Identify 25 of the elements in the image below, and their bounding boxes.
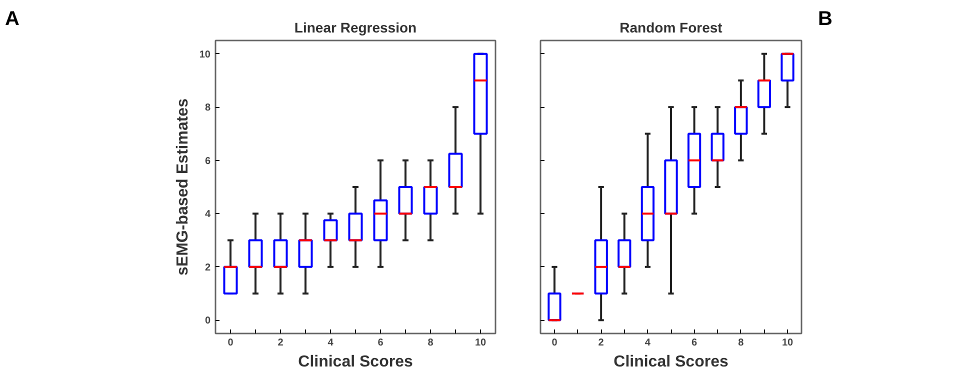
y-tick-label: 2 [204,262,211,274]
x-tick-label: 6 [692,338,698,348]
y-tick-label: 0 [204,316,211,327]
x-axis-title: Clinical Scores [298,354,413,370]
y-tick-label: 10 [199,49,211,60]
x-tick-label: 0 [228,338,234,348]
x-tick-label: 2 [598,338,604,348]
y-tick-label: 4 [204,209,211,220]
x-axis-title: Clinical Scores [614,354,728,370]
x-tick-label: 0 [552,338,558,348]
y-tick-label: 6 [204,156,211,167]
chart-title: Linear Regression [294,20,417,36]
x-tick-label: 6 [378,338,384,348]
x-tick-label: 4 [644,338,651,348]
chart-title: Random Forest [620,20,723,36]
x-tick-label: 2 [278,338,284,348]
y-axis-title: sEMG-based Estimates [174,98,192,276]
text: B [818,7,832,32]
x-tick-label: 10 [782,338,794,348]
x-tick-label: 4 [328,338,334,348]
y-tick-label: 8 [204,102,211,114]
x-tick-label: 8 [738,338,744,348]
x-tick-label: 10 [474,338,486,348]
x-tick-label: 8 [428,338,434,348]
text: A [5,7,20,32]
